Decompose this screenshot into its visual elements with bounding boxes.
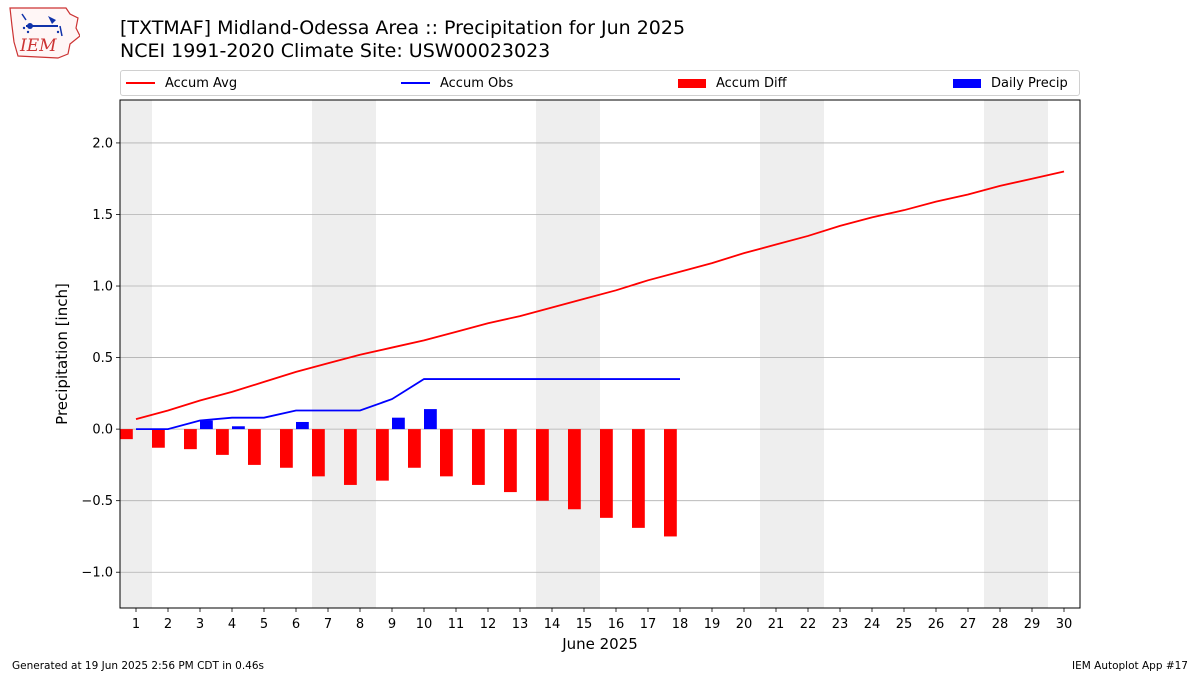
accum-diff-bars [120, 429, 677, 537]
y-axis-label: Precipitation [inch] [53, 283, 71, 425]
chart-title: [TXTMAF] Midland-Odessa Area :: Precipit… [120, 17, 686, 39]
weekend-band-day-14 [536, 100, 568, 608]
legend-label-accum-avg: Accum Avg [165, 75, 238, 91]
accum-diff-bar [600, 429, 613, 518]
x-tick-label: 9 [388, 617, 396, 632]
daily-precip-bar [200, 420, 213, 430]
accum-lines [135, 170, 1065, 431]
legend-item-accum-obs: Accum Obs [401, 71, 513, 95]
daily-precip-bar [232, 426, 245, 430]
logo-text: IEM [19, 36, 57, 56]
y-tick-label: −1.0 [81, 566, 113, 581]
x-tick-label: 16 [608, 617, 625, 632]
x-tick-label: 29 [1024, 617, 1041, 632]
x-tick-label: 8 [356, 617, 364, 632]
x-tick-label: 15 [576, 617, 593, 632]
x-tick-label: 5 [260, 617, 268, 632]
weekend-band-day-1 [120, 100, 152, 608]
x-tick-label: 25 [896, 617, 913, 632]
y-tick-label: 0.5 [92, 351, 113, 366]
x-tick-label: 23 [832, 617, 849, 632]
iem-logo: IEM [8, 6, 81, 60]
legend-label-accum-diff: Accum Diff [716, 75, 787, 91]
x-tick-label: 27 [960, 617, 977, 632]
y-tick-label: 1.0 [92, 280, 113, 295]
legend-item-accum-diff: Accum Diff [678, 71, 787, 95]
weekend-band-day-15 [568, 100, 600, 608]
accum-diff-bar [568, 429, 581, 510]
x-tick-label: 13 [512, 617, 529, 632]
accum-diff-bar [184, 429, 197, 450]
x-tick-label: 28 [992, 617, 1009, 632]
accum-diff-bar [376, 429, 389, 481]
x-tick-label: 10 [416, 617, 433, 632]
daily-precip-bar [424, 409, 437, 430]
legend: Accum Avg Accum Obs Accum Diff Daily Pre… [120, 70, 1080, 96]
x-tick-label: 22 [800, 617, 817, 632]
accum-diff-bar [312, 429, 325, 477]
accum-diff-bar [472, 429, 485, 485]
accum-diff-bar [504, 429, 517, 493]
iowa-map-icon: IEM [9, 7, 81, 59]
accum-diff-bar [440, 429, 453, 477]
legend-swatch-daily-precip [953, 78, 981, 88]
legend-swatch-accum-avg [126, 82, 155, 84]
footer-generated: Generated at 19 Jun 2025 2:56 PM CDT in … [12, 660, 265, 672]
accum-diff-bar [632, 429, 645, 528]
x-tick-label: 17 [640, 617, 657, 632]
x-tick-label: 2 [164, 617, 172, 632]
weekend-band-day-21 [760, 100, 792, 608]
axes: −1.0−0.50.00.51.01.52.01 2 3 4 5 6 7 8 9 10 11 12 13… [81, 99, 1081, 632]
x-tick-label: 12 [480, 617, 497, 632]
daily-precip-bars [200, 409, 437, 430]
x-tick-label: 19 [704, 617, 721, 632]
accum-avg-line [135, 170, 1065, 420]
accum-diff-bar [216, 429, 229, 455]
x-tick-label: 6 [292, 617, 300, 632]
y-tick-label: 1.5 [92, 208, 113, 223]
legend-swatch-accum-obs [401, 82, 430, 84]
x-tick-label: 20 [736, 617, 753, 632]
x-tick-label: 21 [768, 617, 785, 632]
y-tick-label: 0.0 [92, 423, 113, 438]
accum-obs-line [136, 378, 680, 431]
weekend-bands [120, 100, 1048, 608]
x-tick-label: 14 [544, 617, 561, 632]
footer-app: IEM Autoplot App #17 [1072, 660, 1188, 672]
x-tick-label: 26 [928, 617, 945, 632]
legend-label-daily-precip: Daily Precip [991, 75, 1068, 91]
chart-subtitle: NCEI 1991-2020 Climate Site: USW00023023 [120, 40, 551, 62]
legend-swatch-accum-diff [678, 78, 706, 88]
x-tick-label: 1 [132, 617, 140, 632]
accum-diff-bar [536, 429, 549, 501]
daily-precip-bar [296, 421, 309, 430]
legend-item-accum-avg: Accum Avg [126, 71, 237, 95]
x-axis-label: June 2025 [561, 635, 638, 653]
weekend-band-day-7 [312, 100, 344, 608]
y-tick-label: −0.5 [81, 494, 113, 509]
weekend-band-day-29 [1016, 100, 1048, 608]
plot-frame [119, 99, 1081, 609]
x-tick-label: 4 [228, 617, 236, 632]
weekend-band-day-22 [792, 100, 824, 608]
accum-diff-bar [152, 429, 165, 448]
y-tick-label: 2.0 [92, 136, 113, 151]
accum-diff-bar [248, 429, 261, 465]
x-tick-label: 11 [448, 617, 465, 632]
x-tick-label: 3 [196, 617, 204, 632]
legend-label-accum-obs: Accum Obs [440, 75, 514, 91]
daily-precip-bar [392, 417, 405, 430]
accum-diff-bar [408, 429, 421, 468]
accum-diff-bar [664, 429, 677, 537]
x-tick-label: 7 [324, 617, 332, 632]
x-tick-label: 24 [864, 617, 881, 632]
legend-item-daily-precip: Daily Precip [953, 71, 1068, 95]
x-tick-label: 30 [1056, 617, 1073, 632]
accum-diff-bar [280, 429, 293, 468]
weekend-band-day-28 [984, 100, 1016, 608]
accum-diff-bar [344, 429, 357, 485]
accum-diff-bar [120, 429, 133, 440]
x-tick-label: 18 [672, 617, 689, 632]
